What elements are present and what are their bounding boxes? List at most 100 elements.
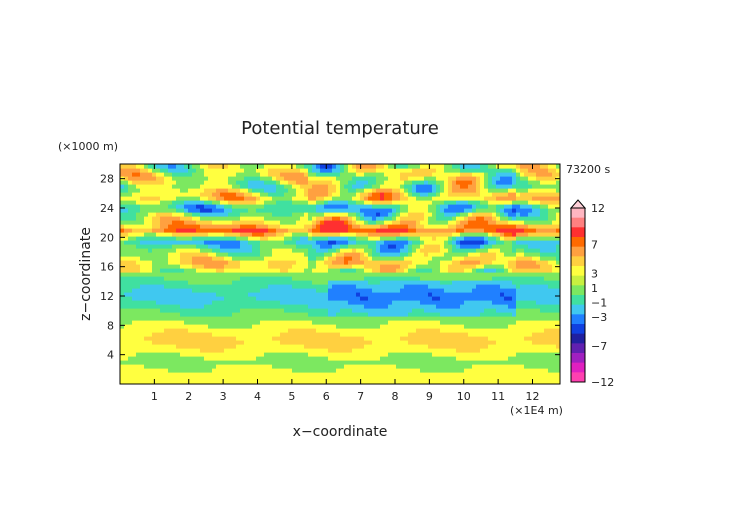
heatmap-cell [284,280,289,285]
heatmap-cell [444,188,449,193]
heatmap-cell [400,336,405,341]
heatmap-cell [372,248,377,253]
heatmap-cell [464,280,469,285]
heatmap-cell [380,256,385,261]
heatmap-cell [412,288,417,293]
heatmap-cell [316,204,321,209]
heatmap-cell [480,264,485,269]
heatmap-cell [144,260,149,265]
heatmap-cell [300,204,305,209]
heatmap-cell [328,180,333,185]
heatmap-cell [436,360,441,365]
heatmap-cell [404,272,409,277]
heatmap-cell [168,244,173,249]
heatmap-cell [376,332,381,337]
heatmap-cell [264,188,269,193]
heatmap-cell [148,192,153,197]
heatmap-cell [300,196,305,201]
heatmap-cell [304,260,309,265]
heatmap-cell [304,240,309,245]
heatmap-cell [260,376,265,381]
heatmap-cell [380,232,385,237]
heatmap-cell [264,276,269,281]
heatmap-cell [140,236,145,241]
heatmap-cell [220,304,225,309]
heatmap-cell [264,352,269,357]
heatmap-cell [444,228,449,233]
heatmap-cell [448,264,453,269]
heatmap-cell [416,184,421,189]
heatmap-cell [404,276,409,281]
heatmap-cell [128,360,133,365]
heatmap-cell [220,380,225,384]
heatmap-cell [460,164,465,169]
heatmap-cell [364,280,369,285]
heatmap-cell [184,308,189,313]
heatmap-cell [364,196,369,201]
heatmap-cell [268,164,273,169]
heatmap-cell [316,236,321,241]
heatmap-cell [296,336,301,341]
heatmap-cell [456,340,461,345]
heatmap-cell [244,328,249,333]
heatmap-cell [364,232,369,237]
heatmap-cell [468,368,473,373]
heatmap-cell [372,320,377,325]
heatmap-cell [292,276,297,281]
heatmap-cell [452,316,457,321]
heatmap-cell [280,268,285,273]
heatmap-cell [468,288,473,293]
heatmap-cell [164,256,169,261]
heatmap-cell [132,300,137,305]
heatmap-cell [152,276,157,281]
heatmap-cell [148,240,153,245]
heatmap-cell [176,248,181,253]
heatmap-cell [220,284,225,289]
heatmap-cell [368,320,373,325]
heatmap-cell [312,264,317,269]
heatmap-cell [236,344,241,349]
heatmap-cell [188,300,193,305]
heatmap-cell [348,196,353,201]
heatmap-cell [428,344,433,349]
heatmap-cell [192,272,197,277]
heatmap-cell [396,292,401,297]
heatmap-cell [376,368,381,373]
heatmap-cell [324,360,329,365]
heatmap-cell [396,200,401,205]
heatmap-cell [384,220,389,225]
heatmap-cell [356,276,361,281]
heatmap-cell [368,356,373,361]
heatmap-cell [280,168,285,173]
heatmap-cell [128,192,133,197]
heatmap-cell [352,356,357,361]
heatmap-cell [232,232,237,237]
heatmap-cell [152,324,157,329]
heatmap-cell [140,328,145,333]
heatmap-cell [228,316,233,321]
heatmap-cell [324,340,329,345]
heatmap-cell [336,288,341,293]
heatmap-cell [412,292,417,297]
heatmap-cell [184,192,189,197]
heatmap-cell [296,280,301,285]
heatmap-cell [396,204,401,209]
heatmap-cell [464,328,469,333]
heatmap-cell [472,168,477,173]
heatmap-cell [412,360,417,365]
heatmap-cell [244,224,249,229]
heatmap-cell [248,196,253,201]
heatmap-cell [368,172,373,177]
heatmap-cell [240,272,245,277]
heatmap-cell [304,212,309,217]
heatmap-cell [360,372,365,377]
heatmap-cell [336,216,341,221]
heatmap-cell [456,216,461,221]
heatmap-cell [144,320,149,325]
heatmap-cell [248,212,253,217]
heatmap-cell [192,260,197,265]
heatmap-cell [464,180,469,185]
heatmap-cell [180,288,185,293]
heatmap-cell [272,280,277,285]
heatmap-cell [468,372,473,377]
